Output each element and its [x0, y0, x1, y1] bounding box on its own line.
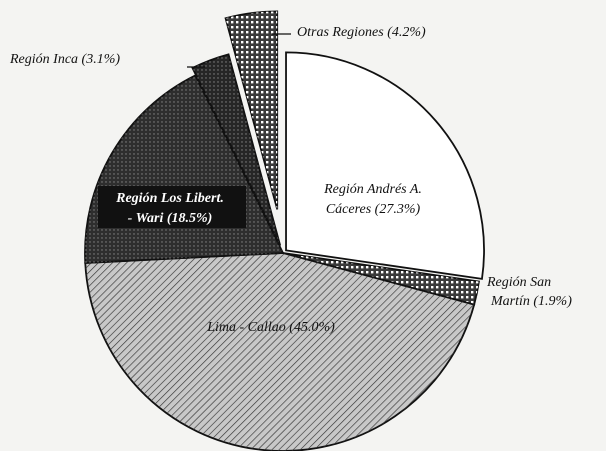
value-label: (3.1%) — [82, 52, 121, 67]
value-label: (1.9%) — [533, 294, 572, 309]
category-text: - Wari — [128, 211, 164, 226]
category-text: Región Andrés A. — [323, 182, 422, 197]
category-text: Lima - Callao — [206, 320, 286, 335]
pie-slice — [285, 51, 485, 280]
label-box — [98, 186, 246, 228]
slice-label: Región Inca (3.1%) — [9, 52, 120, 67]
slice-label: Otras Regiones (4.2%) — [297, 25, 426, 40]
category-text: Región San — [486, 275, 551, 290]
value-label: (45.0%) — [289, 320, 335, 335]
slice-label: Cáceres (27.3%) — [326, 202, 421, 217]
category-text: Cáceres — [326, 202, 372, 217]
slice-texture — [85, 253, 475, 451]
category-text: Región Inca — [9, 52, 78, 67]
category-text: Región Los Libert. — [115, 191, 224, 206]
slice-label: - Wari (18.5%) — [128, 211, 213, 226]
value-label: (18.5%) — [167, 211, 213, 226]
value-label: (27.3%) — [375, 202, 421, 217]
slice-label: Región San — [486, 275, 551, 290]
slice-label: Martín (1.9%) — [490, 294, 572, 309]
category-text: Otras Regiones — [297, 25, 384, 40]
slice-texture — [192, 54, 281, 246]
category-text: Martín — [490, 294, 530, 309]
slice-texture — [225, 11, 278, 210]
value-label: (4.2%) — [387, 25, 426, 40]
slice-label: Lima - Callao (45.0%) — [206, 320, 335, 335]
slice-label: Región Andrés A. — [323, 182, 422, 197]
slice-label: Región Los Libert. — [115, 191, 224, 206]
